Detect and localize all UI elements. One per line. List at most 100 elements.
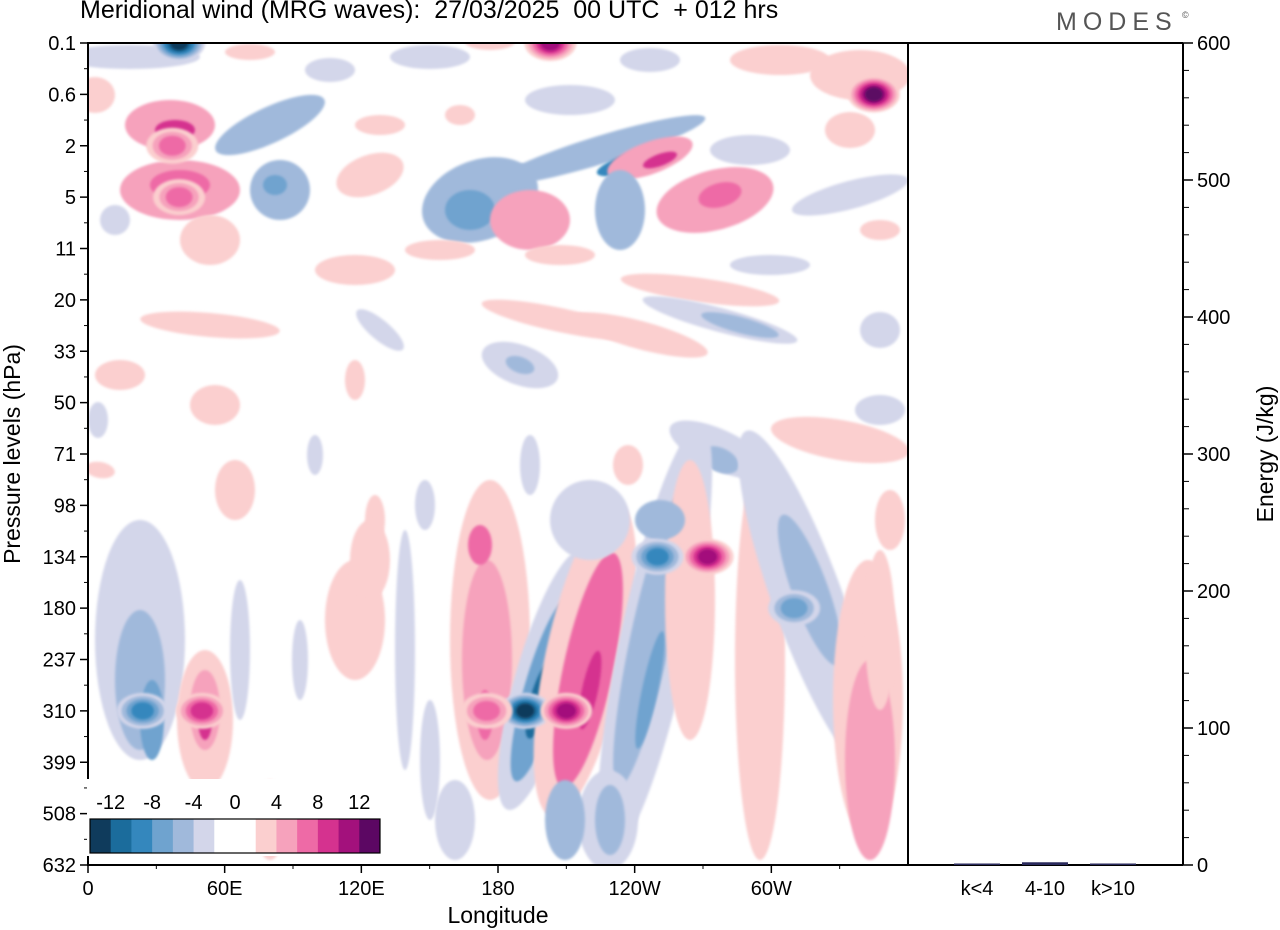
extremum-contour — [158, 135, 186, 156]
y-tick-label: 237 — [43, 650, 76, 672]
colorbar-label: 4 — [271, 792, 282, 814]
y-tick-label: 0.1 — [48, 33, 76, 55]
colorbar-swatch — [90, 819, 112, 853]
field-contour — [445, 105, 475, 125]
copyright-mark: © — [1182, 10, 1189, 20]
field-contour — [607, 136, 693, 180]
colorbar-swatch — [317, 819, 340, 853]
energy-tick-label: 300 — [1197, 444, 1230, 466]
field-contour — [292, 620, 308, 700]
field-contour — [505, 355, 535, 375]
extremum-contour — [165, 187, 193, 208]
colorbar-swatch — [338, 819, 360, 853]
energy-tick-label: 0 — [1197, 855, 1208, 877]
colorbar-label: 0 — [229, 792, 240, 814]
modes-logo: MODES — [1056, 8, 1178, 36]
field-contour — [405, 240, 475, 260]
y-tick-label: 399 — [43, 752, 76, 774]
colorbar-swatch — [193, 819, 215, 853]
field-contour — [355, 115, 405, 135]
colorbar-label: 8 — [312, 792, 323, 814]
extremum-contour — [190, 702, 214, 720]
field-contour — [525, 245, 595, 265]
field-contour — [875, 490, 905, 550]
extremum-contour — [864, 87, 883, 102]
energy-tick-label: 200 — [1197, 581, 1230, 603]
y-tick-label: 33 — [54, 341, 76, 363]
field-contour — [665, 460, 715, 740]
field-contour — [860, 220, 900, 240]
colorbar-border — [89, 818, 381, 854]
field-contour — [860, 312, 900, 348]
colorbar-swatch — [255, 819, 277, 853]
field-contour — [336, 152, 404, 198]
field-contour — [635, 500, 685, 540]
field-contour — [225, 44, 275, 60]
y-tick-label: 20 — [54, 290, 76, 312]
colorbar-swatch — [359, 819, 381, 853]
heatmap-field — [88, 43, 908, 865]
field-contour — [420, 700, 440, 820]
field-contour — [730, 45, 830, 75]
field-contour — [620, 48, 680, 72]
extremum-contour — [516, 703, 535, 719]
extremum-contour — [646, 548, 669, 566]
field-contour — [545, 780, 585, 860]
colorbar-label: -4 — [185, 792, 203, 814]
x-tick-label: 120E — [338, 878, 385, 900]
field-contour — [465, 43, 515, 50]
field-contour — [100, 205, 130, 235]
extremum-contour — [473, 700, 501, 721]
energy-bar — [1022, 862, 1068, 865]
field-contour — [825, 112, 875, 148]
extremum-contour — [780, 598, 808, 619]
extremum-contour — [697, 548, 718, 565]
field-contour — [305, 58, 355, 82]
energy-category-label: k>10 — [1091, 878, 1135, 900]
field-contour — [88, 402, 108, 438]
y-tick-label: 5 — [65, 187, 76, 209]
colorbar-swatch — [276, 819, 298, 853]
field-contour — [190, 385, 240, 425]
field-contour — [263, 175, 287, 195]
extremum-contour — [170, 43, 189, 51]
field-contour — [315, 255, 395, 285]
field-contour — [855, 395, 905, 425]
x-tick-label: 0 — [82, 878, 93, 900]
y-tick-label: 50 — [54, 393, 76, 415]
field-contour — [620, 273, 780, 307]
energy-tick-label: 500 — [1197, 170, 1230, 192]
colorbar-label: -12 — [96, 792, 125, 814]
field-contour — [490, 190, 570, 250]
energy-bars: k<4 4-10 k>10 — [954, 862, 1136, 900]
field-contour — [390, 45, 470, 69]
field-contour — [791, 174, 908, 216]
field-contour — [215, 460, 255, 520]
field-contour — [415, 480, 435, 530]
field-contour — [845, 660, 895, 860]
field-contour — [777, 514, 843, 666]
field-contour — [345, 360, 365, 400]
field-contour — [307, 435, 323, 475]
field-contour — [95, 360, 145, 390]
field-contour — [635, 631, 665, 749]
field-contour — [395, 530, 415, 770]
field-contour — [494, 115, 706, 185]
y-tick-label: 134 — [43, 547, 76, 569]
x-tick-label: 60E — [207, 878, 243, 900]
field-contour — [230, 580, 250, 720]
field-contour — [572, 312, 708, 358]
colorbar-swatch — [214, 819, 236, 853]
field-contour — [698, 182, 742, 208]
field-contour — [356, 309, 404, 351]
colorbar-swatch — [172, 819, 195, 853]
colorbar-swatch — [235, 819, 257, 853]
energy-tick-label: 600 — [1197, 33, 1230, 55]
field-contour — [525, 85, 615, 115]
extremum-contour — [556, 703, 577, 719]
y-tick-label: 0.6 — [48, 84, 76, 106]
y-axis-title: Pressure levels (hPa) — [0, 344, 25, 564]
field-contour — [215, 94, 325, 156]
colorbar-label: 12 — [348, 792, 370, 814]
